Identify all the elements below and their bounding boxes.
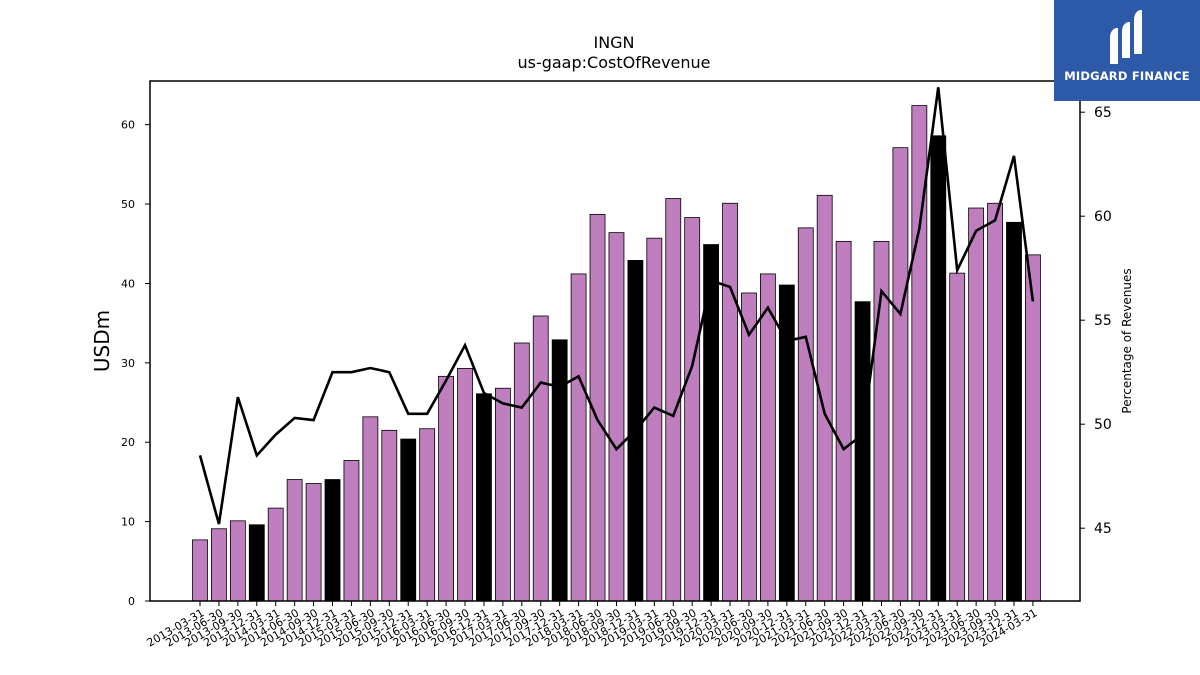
y2-axis-label: Percentage of Revenues — [1120, 268, 1134, 413]
bar-2014-12-31 — [324, 479, 341, 602]
bar-2013-12-31 — [248, 524, 265, 602]
bar-2014-09-30 — [305, 483, 322, 602]
y-tick-label: 0 — [128, 595, 135, 608]
y2-tick-label: 55 — [1094, 313, 1112, 329]
bar-2019-09-30 — [684, 217, 701, 602]
y2-tick-label: 60 — [1094, 209, 1112, 225]
bar-2015-06-30 — [362, 416, 379, 602]
bar-2016-12-31 — [476, 393, 492, 602]
bar-2021-09-30 — [835, 240, 852, 602]
brand-name: MIDGARD FINANCE — [1064, 69, 1190, 83]
bar-2013-09-30 — [229, 520, 246, 602]
y-tick-label: 30 — [121, 357, 135, 370]
bar-2024-03-31 — [1025, 254, 1041, 602]
bar-2015-03-31 — [343, 460, 360, 602]
bar-2018-03-31 — [570, 273, 587, 602]
y2-tick-label: 50 — [1094, 417, 1112, 433]
bar-2013-03-31 — [192, 539, 208, 602]
bar-2019-03-31 — [646, 237, 663, 602]
bar-2014-03-31 — [267, 507, 284, 602]
bar-2016-03-31 — [419, 428, 436, 602]
bar-2017-12-31 — [551, 339, 568, 602]
plot-frame — [149, 80, 1081, 602]
bar-2015-12-31 — [400, 438, 417, 602]
y2-tick-label: 65 — [1094, 105, 1112, 121]
bar-2017-06-30 — [513, 342, 530, 602]
bar-2020-09-30 — [760, 273, 776, 602]
bar-2023-06-30 — [968, 207, 985, 602]
chart-title: INGN — [593, 33, 634, 52]
bar-2018-09-30 — [608, 232, 625, 602]
bar-2022-06-30 — [892, 147, 909, 602]
bars-layer — [192, 105, 1041, 602]
y-tick-label: 50 — [121, 198, 135, 211]
y-tick-label: 10 — [121, 516, 135, 529]
chart-subtitle: us-gaap:CostOfRevenue — [517, 53, 710, 72]
bar-2016-06-30 — [438, 375, 454, 602]
bar-2020-06-30 — [741, 292, 757, 602]
bar-2023-12-31 — [1006, 221, 1022, 602]
bar-2023-09-30 — [987, 202, 1003, 602]
y2-tick-label: 45 — [1094, 521, 1112, 537]
bar-2015-09-30 — [381, 429, 398, 602]
bar-2021-06-30 — [816, 194, 833, 602]
y-tick-label: 20 — [121, 436, 135, 449]
percentage-line — [198, 87, 1035, 525]
bar-2021-12-31 — [854, 301, 871, 602]
bar-2014-06-30 — [286, 479, 303, 602]
bar-2017-09-30 — [532, 315, 549, 602]
y-axis-label: USDm — [90, 310, 114, 372]
bar-2019-12-31 — [703, 244, 720, 602]
bar-2020-03-31 — [722, 202, 738, 602]
axes-layer: 010203040506045505560652013-03-312013-06… — [121, 80, 1112, 650]
line-layer — [198, 87, 1035, 525]
brand-logo: MIDGARD FINANCE — [1054, 0, 1200, 101]
y-tick-label: 40 — [121, 277, 135, 290]
bar-2013-06-30 — [211, 528, 227, 602]
y-tick-label: 60 — [121, 119, 135, 132]
bar-2022-12-31 — [930, 135, 947, 602]
bar-2017-03-31 — [494, 387, 511, 602]
bar-2021-03-31 — [797, 227, 814, 602]
logo-mark-icon — [1110, 10, 1142, 64]
bar-2023-03-31 — [949, 272, 966, 602]
bar-2016-09-30 — [457, 367, 473, 602]
